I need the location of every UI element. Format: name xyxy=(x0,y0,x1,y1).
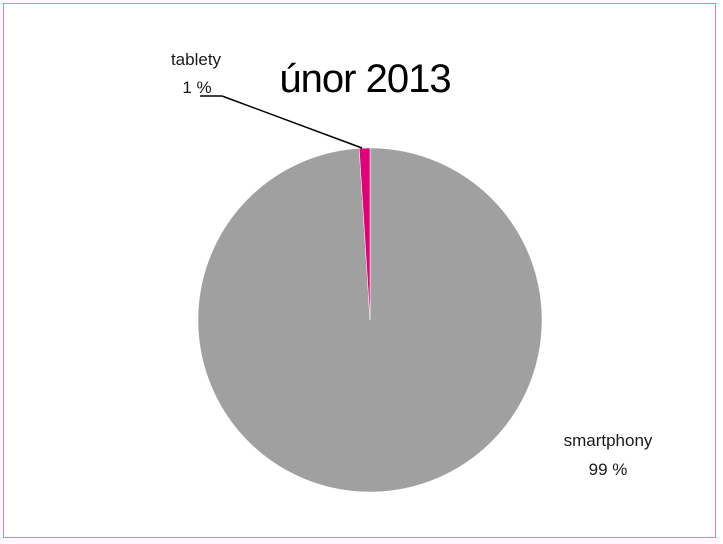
leader-line-tablety xyxy=(221,95,363,149)
data-label-tablety-value: 1 % xyxy=(182,78,211,97)
data-label-smartphony-value: 99 % xyxy=(589,460,628,479)
chart-title: únor 2013 xyxy=(279,57,450,101)
pie-slices xyxy=(197,147,543,493)
pie-slice-tablety xyxy=(358,147,371,321)
data-label-tablety-name: tablety xyxy=(171,50,222,69)
data-label-smartphony-name: smartphony xyxy=(564,431,653,450)
